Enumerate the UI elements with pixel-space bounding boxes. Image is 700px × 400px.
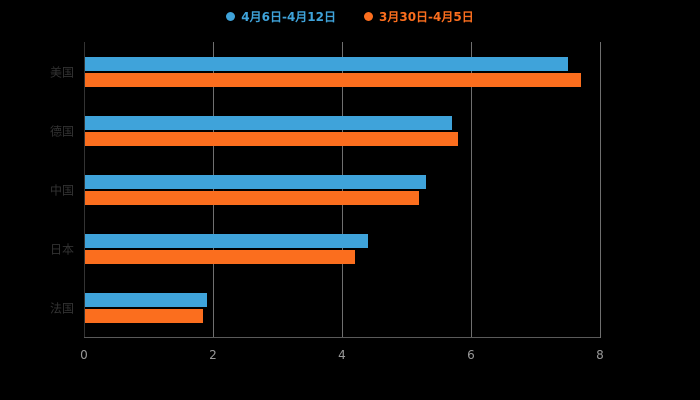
legend-label-week2: 4月6日-4月12日 xyxy=(241,10,336,24)
legend-item-week2[interactable]: 4月6日-4月12日 xyxy=(226,8,336,25)
x-axis-line xyxy=(84,337,600,338)
bar-orange-2[interactable] xyxy=(84,131,459,146)
legend-item-week1[interactable]: 3月30日-4月5日 xyxy=(364,8,474,25)
bar-orange-3[interactable] xyxy=(84,190,420,205)
category-label: 中国 xyxy=(49,183,74,197)
bar-group-5: 法国 xyxy=(50,278,600,337)
plot-area: 美国德国中国日本法国 0 2 4 6 8 xyxy=(50,42,604,362)
bar-blue-4[interactable] xyxy=(84,233,368,248)
bar-blue-5[interactable] xyxy=(84,292,207,307)
y-axis-line xyxy=(84,42,85,338)
legend-marker-orange-icon xyxy=(364,12,373,21)
bar-rows: 美国德国中国日本法国 xyxy=(50,42,600,337)
x-tick-label-6: 6 xyxy=(467,348,475,362)
category-label: 美国 xyxy=(49,65,74,79)
gridline-6 xyxy=(471,42,472,338)
x-tick-label-4: 4 xyxy=(338,348,346,362)
category-label: 德国 xyxy=(49,124,74,138)
gridline-8 xyxy=(600,42,601,338)
bar-blue-3[interactable] xyxy=(84,174,426,189)
category-label: 日本 xyxy=(49,242,74,256)
bar-blue-1[interactable] xyxy=(84,56,568,71)
gridline-4 xyxy=(342,42,343,338)
bar-orange-1[interactable] xyxy=(84,72,581,87)
bar-group-3: 中国 xyxy=(50,160,600,219)
bar-group-4: 日本 xyxy=(50,219,600,278)
legend: 4月6日-4月12日 3月30日-4月5日 xyxy=(0,8,700,25)
bar-orange-5[interactable] xyxy=(84,308,204,323)
x-tick-label-8: 8 xyxy=(596,348,604,362)
bar-group-2: 德国 xyxy=(50,101,600,160)
bar-group-1: 美国 xyxy=(50,42,600,101)
legend-label-week1: 3月30日-4月5日 xyxy=(379,10,474,24)
gridline-2 xyxy=(213,42,214,338)
x-tick-label-0: 0 xyxy=(80,348,88,362)
legend-marker-blue-icon xyxy=(226,12,236,21)
x-tick-label-2: 2 xyxy=(209,348,217,362)
category-label: 法国 xyxy=(49,301,74,315)
bar-blue-2[interactable] xyxy=(84,115,452,130)
bar-orange-4[interactable] xyxy=(84,249,355,264)
